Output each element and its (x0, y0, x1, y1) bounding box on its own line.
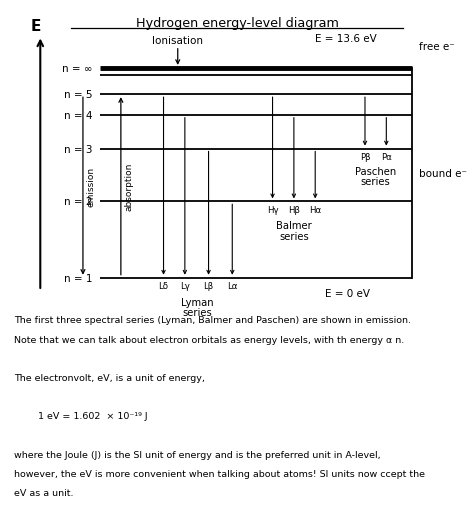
Text: n = 2: n = 2 (64, 197, 92, 207)
Text: Ionisation: Ionisation (152, 36, 203, 46)
Text: Lyman: Lyman (181, 297, 214, 307)
Text: where the Joule (J) is the SI unit of energy and is the preferred unit in A-leve: where the Joule (J) is the SI unit of en… (14, 450, 381, 459)
Text: emission: emission (87, 167, 96, 207)
Text: 1 eV = 1.602  × 10⁻¹⁹ J: 1 eV = 1.602 × 10⁻¹⁹ J (14, 412, 148, 421)
Text: Lγ: Lγ (180, 282, 190, 290)
Text: Pβ: Pβ (360, 153, 370, 162)
Text: The electronvolt, eV, is a unit of energy,: The electronvolt, eV, is a unit of energ… (14, 373, 205, 382)
Text: Hα: Hα (309, 206, 321, 215)
Text: E = 13.6 eV: E = 13.6 eV (315, 34, 377, 44)
Text: absorption: absorption (125, 163, 134, 211)
Text: series: series (279, 231, 309, 241)
Text: eV as a unit.: eV as a unit. (14, 488, 73, 497)
Text: series: series (182, 308, 212, 317)
Text: n = 3: n = 3 (64, 144, 92, 154)
Text: Hydrogen energy-level diagram: Hydrogen energy-level diagram (136, 17, 338, 30)
Text: series: series (361, 177, 391, 187)
Text: n = ∞: n = ∞ (62, 64, 92, 74)
Text: Paschen: Paschen (355, 167, 396, 177)
Text: however, the eV is more convenient when talking about atoms! SI units now ccept : however, the eV is more convenient when … (14, 469, 425, 478)
Text: n = 5: n = 5 (64, 90, 92, 100)
Text: Note that we can talk about electron orbitals as energy levels, with th energy α: Note that we can talk about electron orb… (14, 335, 404, 344)
Text: The first three spectral series (Lyman, Balmer and Paschen) are shown in emissio: The first three spectral series (Lyman, … (14, 316, 411, 325)
Text: n = 4: n = 4 (64, 111, 92, 121)
Text: Hγ: Hγ (267, 206, 278, 215)
Text: bound e⁻: bound e⁻ (419, 168, 467, 178)
Text: Lδ: Lδ (158, 282, 169, 290)
Text: n = 1: n = 1 (64, 273, 92, 283)
Text: Balmer: Balmer (276, 221, 312, 231)
Text: Hβ: Hβ (288, 206, 300, 215)
Text: Lα: Lα (227, 282, 237, 290)
Text: Pα: Pα (381, 153, 392, 162)
Text: E: E (30, 19, 41, 33)
Text: free e⁻: free e⁻ (419, 42, 455, 52)
Text: Lβ: Lβ (203, 282, 214, 290)
Text: E = 0 eV: E = 0 eV (325, 288, 370, 298)
